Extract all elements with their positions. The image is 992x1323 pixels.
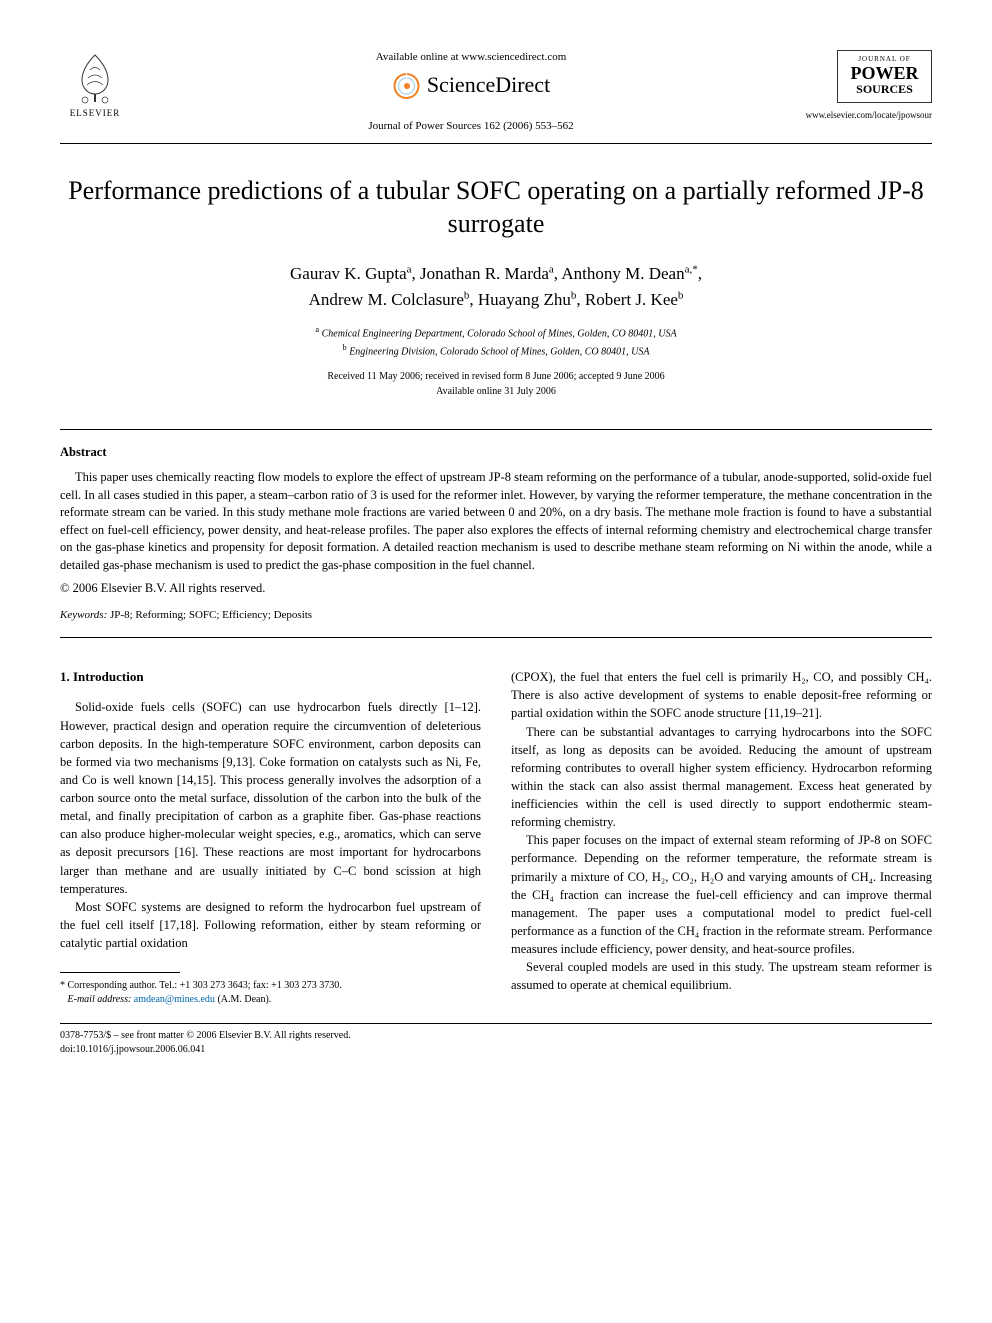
journal-url: www.elsevier.com/locate/jpowsour xyxy=(792,109,932,122)
footnote-rule xyxy=(60,972,180,973)
footer-front-matter: 0378-7753/$ – see front matter © 2006 El… xyxy=(60,1030,351,1041)
column-left: 1. Introduction Solid-oxide fuels cells … xyxy=(60,668,481,1007)
online-date: Available online 31 July 2006 xyxy=(436,386,556,397)
body-columns: 1. Introduction Solid-oxide fuels cells … xyxy=(60,668,932,1007)
affiliation-b: Engineering Division, Colorado School of… xyxy=(349,346,649,357)
article-dates: Received 11 May 2006; received in revise… xyxy=(60,369,932,399)
author: Anthony M. Deana,* xyxy=(561,264,697,283)
elsevier-tree-icon xyxy=(70,50,120,105)
sciencedirect-swirl-icon xyxy=(392,71,422,101)
email-person: (A.M. Dean). xyxy=(217,994,271,1005)
paragraph: Solid-oxide fuels cells (SOFC) can use h… xyxy=(60,698,481,897)
email-label: E-mail address: xyxy=(68,994,132,1005)
footnote-text: Corresponding author. Tel.: +1 303 273 3… xyxy=(68,980,342,991)
footer-rule xyxy=(60,1023,932,1024)
footer-doi: doi:10.1016/j.jpowsour.2006.06.041 xyxy=(60,1044,205,1055)
history-dates: Received 11 May 2006; received in revise… xyxy=(327,371,664,382)
author: Andrew M. Colclasureb xyxy=(309,290,470,309)
affiliation-a: Chemical Engineering Department, Colorad… xyxy=(322,329,677,340)
header-center: Available online at www.sciencedirect.co… xyxy=(150,50,792,135)
elsevier-label: ELSEVIER xyxy=(70,107,121,120)
journal-logo-sources: SOURCES xyxy=(842,81,927,98)
page-footer: 0378-7753/$ – see front matter © 2006 El… xyxy=(60,1029,932,1057)
available-online-text: Available online at www.sciencedirect.co… xyxy=(150,50,792,65)
paragraph: (CPOX), the fuel that enters the fuel ce… xyxy=(511,668,932,722)
abstract-rule-bottom xyxy=(60,637,932,638)
section-heading: 1. Introduction xyxy=(60,668,481,686)
abstract-body: This paper uses chemically reacting flow… xyxy=(60,469,932,574)
header-right: JOURNAL OF POWER SOURCES www.elsevier.co… xyxy=(792,50,932,121)
abstract-copyright: © 2006 Elsevier B.V. All rights reserved… xyxy=(60,580,932,598)
journal-logo-power: POWER xyxy=(842,65,927,81)
affiliations: a Chemical Engineering Department, Color… xyxy=(60,324,932,359)
author: Huayang Zhub xyxy=(478,290,577,309)
sciencedirect-text: ScienceDirect xyxy=(427,70,550,101)
publisher-logo-block: ELSEVIER xyxy=(60,50,150,130)
authors-block: Gaurav K. Guptaa, Jonathan R. Mardaa, An… xyxy=(60,261,932,312)
paragraph: Most SOFC systems are designed to reform… xyxy=(60,898,481,952)
keywords-value: JP-8; Reforming; SOFC; Efficiency; Depos… xyxy=(110,609,312,621)
keywords-label: Keywords: xyxy=(60,609,107,621)
journal-citation: Journal of Power Sources 162 (2006) 553–… xyxy=(150,119,792,134)
keywords: Keywords: JP-8; Reforming; SOFC; Efficie… xyxy=(60,608,932,623)
elsevier-logo: ELSEVIER xyxy=(60,50,130,130)
paragraph: This paper focuses on the impact of exte… xyxy=(511,831,932,958)
author: Gaurav K. Guptaa xyxy=(290,264,412,283)
page-header: ELSEVIER Available online at www.science… xyxy=(60,50,932,144)
author: Robert J. Keeb xyxy=(585,290,684,309)
article-title: Performance predictions of a tubular SOF… xyxy=(60,174,932,242)
corresponding-footnote: * Corresponding author. Tel.: +1 303 273… xyxy=(60,979,481,1007)
sciencedirect-logo: ScienceDirect xyxy=(150,70,792,101)
footnote-marker: * xyxy=(60,980,65,991)
abstract-rule-top xyxy=(60,429,932,430)
abstract-heading: Abstract xyxy=(60,444,932,462)
column-right: (CPOX), the fuel that enters the fuel ce… xyxy=(511,668,932,1007)
paragraph: Several coupled models are used in this … xyxy=(511,958,932,994)
author: Jonathan R. Mardaa xyxy=(420,264,554,283)
email-address[interactable]: amdean@mines.edu xyxy=(134,994,215,1005)
paragraph: There can be substantial advantages to c… xyxy=(511,723,932,832)
journal-logo: JOURNAL OF POWER SOURCES xyxy=(837,50,932,103)
